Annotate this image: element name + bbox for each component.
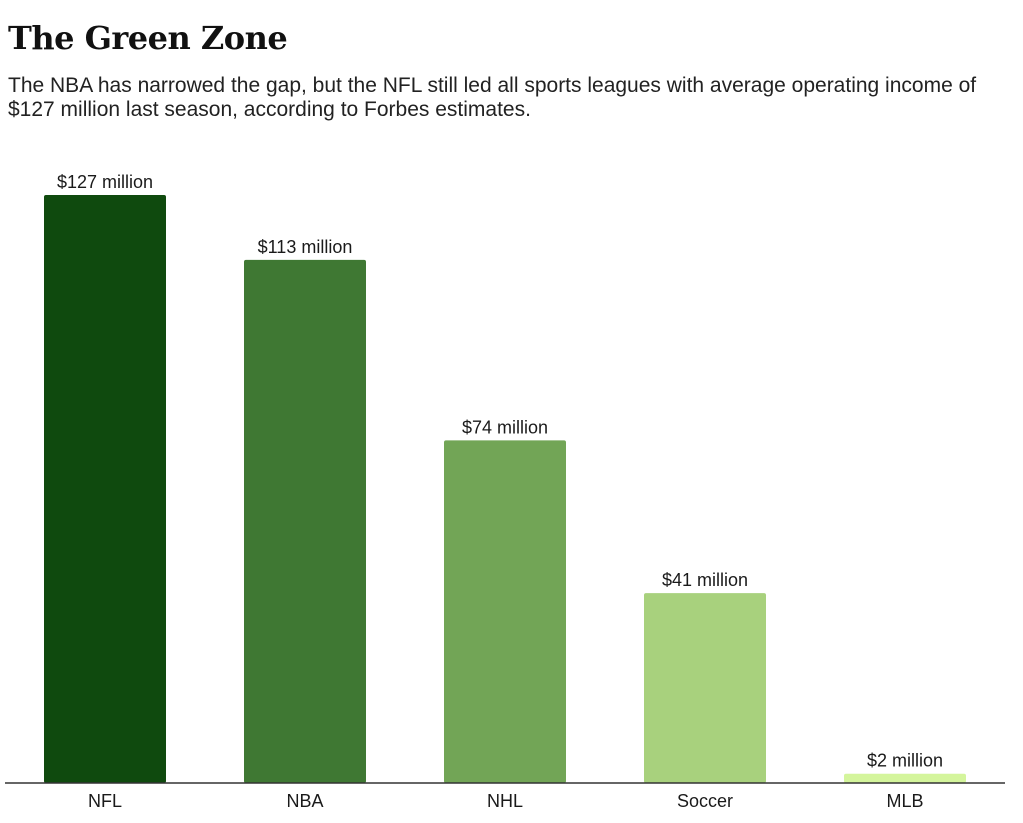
- bars-layer: [44, 195, 966, 783]
- bar-mlb: [844, 773, 966, 783]
- category-label-soccer: Soccer: [677, 791, 733, 811]
- category-label-nhl: NHL: [487, 791, 523, 811]
- value-label-nhl: $74 million: [462, 417, 548, 437]
- bar-nba: [244, 259, 366, 783]
- value-label-soccer: $41 million: [662, 570, 748, 590]
- bar-nhl: [444, 440, 566, 783]
- category-label-nfl: NFL: [88, 791, 122, 811]
- bar-nfl: [44, 195, 166, 783]
- labels-layer: $127 million NFL $113 million NBA $74 millio…: [57, 172, 943, 811]
- value-label-mlb: $2 million: [867, 751, 943, 771]
- category-label-mlb: MLB: [886, 791, 923, 811]
- bar-soccer: [644, 593, 766, 783]
- chart-subtitle: The NBA has narrowed the gap, but the NF…: [8, 74, 977, 121]
- category-label-nba: NBA: [286, 791, 323, 811]
- chart-title: The Green Zone: [8, 19, 288, 57]
- value-label-nba: $113 million: [258, 237, 353, 257]
- value-label-nfl: $127 million: [57, 172, 153, 192]
